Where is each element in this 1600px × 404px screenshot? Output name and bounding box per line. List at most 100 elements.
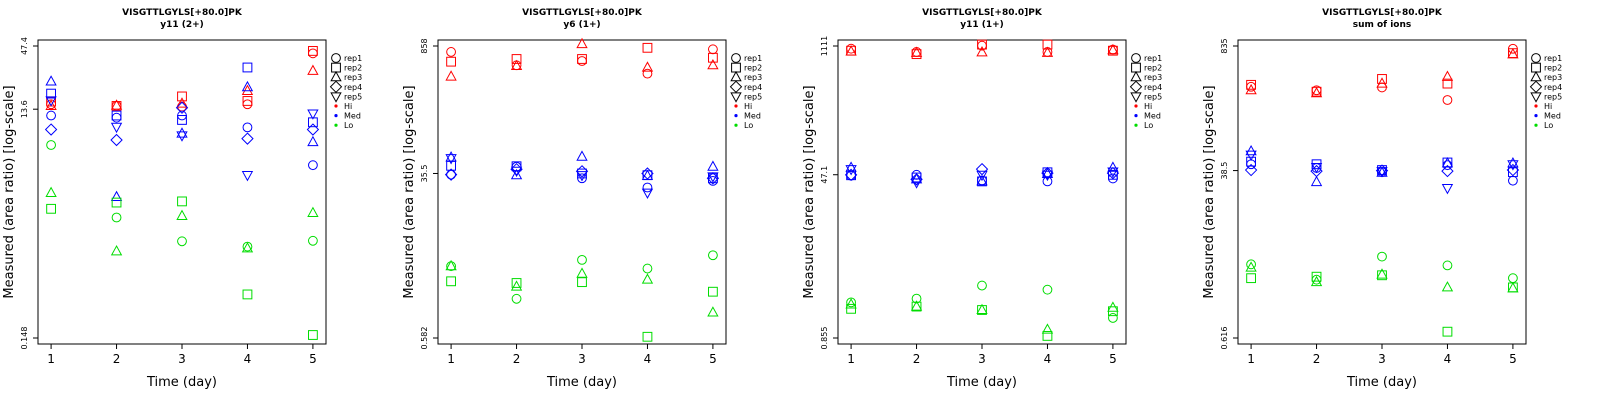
data-point [1311, 271, 1322, 282]
data-point [111, 101, 122, 111]
data-point [1107, 43, 1119, 55]
legend-label: rep4 [344, 83, 362, 92]
data-point [1508, 273, 1518, 284]
data-point [1442, 78, 1453, 89]
legend-label: Hi [1144, 102, 1152, 111]
data-point [511, 54, 522, 64]
data-point [642, 331, 653, 342]
data-point [308, 160, 318, 171]
data-point [110, 99, 123, 110]
data-point [976, 170, 988, 182]
data-points [1244, 43, 1520, 337]
legend-label: rep4 [744, 83, 762, 92]
data-point [177, 236, 187, 247]
data-point [845, 45, 857, 56]
x-tick-label: 4 [1044, 352, 1052, 366]
legend-label: rep5 [1144, 92, 1162, 101]
data-point [910, 300, 923, 311]
y-tick-label: 0.616 [1220, 327, 1229, 350]
data-point [308, 48, 318, 59]
legend-marker [1531, 53, 1541, 63]
data-point [446, 47, 456, 57]
legend-marker [1130, 70, 1142, 82]
data-point [242, 96, 253, 106]
chart-subtitle: y6 (1+) [563, 20, 600, 30]
legend-marker [334, 123, 338, 127]
data-point [976, 175, 988, 186]
x-tick-label: 1 [47, 352, 55, 366]
legend-marker [731, 53, 741, 63]
data-point [511, 278, 522, 288]
plot-frame [37, 39, 327, 345]
data-point [1507, 47, 1519, 59]
data-point [641, 61, 654, 72]
chart-panel-3: VISGTTLGYLS[+80.0]PK y11 (1+) 1 2 3 4 5 Time (d… [802, 8, 1162, 390]
data-point [241, 171, 254, 182]
data-point [642, 263, 653, 274]
data-point [707, 306, 719, 317]
legend-label: rep2 [1544, 64, 1562, 73]
y-tick-label: 0.582 [420, 327, 429, 350]
legend-marker [330, 92, 342, 103]
legend-label: Hi [1544, 102, 1552, 111]
data-points [444, 37, 720, 342]
legend-label: rep3 [344, 73, 362, 82]
legend-label: rep4 [1544, 83, 1562, 92]
data-point [110, 190, 123, 202]
x-axis: 1 2 3 4 5 [847, 344, 1117, 366]
data-point [110, 245, 123, 256]
y-axis: 0.582 35.5 858 [420, 38, 438, 349]
data-point [177, 91, 187, 102]
data-point [1441, 70, 1454, 81]
data-point [1310, 163, 1323, 174]
data-point [510, 280, 523, 291]
data-point [1246, 79, 1256, 90]
data-point [846, 297, 856, 308]
data-point [1376, 167, 1388, 178]
data-point [1107, 167, 1119, 178]
data-point [1442, 260, 1453, 271]
plot-frame [437, 39, 727, 345]
legend-marker [1534, 104, 1538, 108]
data-point [45, 99, 57, 110]
data-point [446, 276, 456, 287]
legend-label: rep2 [344, 64, 362, 73]
y-axis: 0.616 38.5 835 [1220, 38, 1238, 349]
data-point [176, 131, 188, 142]
data-point [1377, 74, 1387, 84]
data-point [1310, 175, 1323, 187]
x-axis-label: Time (day) [946, 375, 1017, 390]
data-point [175, 101, 189, 114]
data-point [46, 88, 56, 99]
data-point [975, 162, 989, 176]
data-point [1507, 282, 1519, 293]
x-tick-label: 4 [244, 352, 252, 366]
legend-label: Hi [744, 102, 752, 111]
data-point [307, 135, 319, 147]
data-point [1441, 281, 1454, 292]
data-point [577, 277, 587, 288]
data-point [1376, 268, 1388, 279]
x-tick-label: 2 [913, 352, 921, 366]
data-point [976, 303, 988, 315]
x-tick-label: 2 [513, 352, 521, 366]
data-point [1376, 77, 1388, 88]
data-point [575, 165, 589, 178]
legend-marker [334, 114, 338, 118]
y-tick-label: 38.5 [1220, 162, 1229, 180]
legend-marker [331, 53, 341, 63]
x-tick-label: 5 [309, 352, 317, 366]
data-point [642, 182, 653, 193]
legend-marker [1131, 53, 1141, 63]
chart-panel-1: VISGTTLGYLS[+80.0]PK y11 (2+) 1 2 3 4 5 Time (d… [2, 8, 362, 390]
legend-label: Lo [1544, 121, 1553, 130]
chart-panel-4: VISGTTLGYLS[+80.0]PK sum of ions 1 2 3 4 5 Time… [1202, 8, 1562, 390]
data-point [911, 293, 922, 304]
legend-marker [1129, 80, 1143, 94]
data-point [45, 75, 57, 86]
y-axis-label: Measured (area ratio) [log-scale] [802, 85, 817, 298]
x-tick-label: 1 [447, 352, 455, 366]
